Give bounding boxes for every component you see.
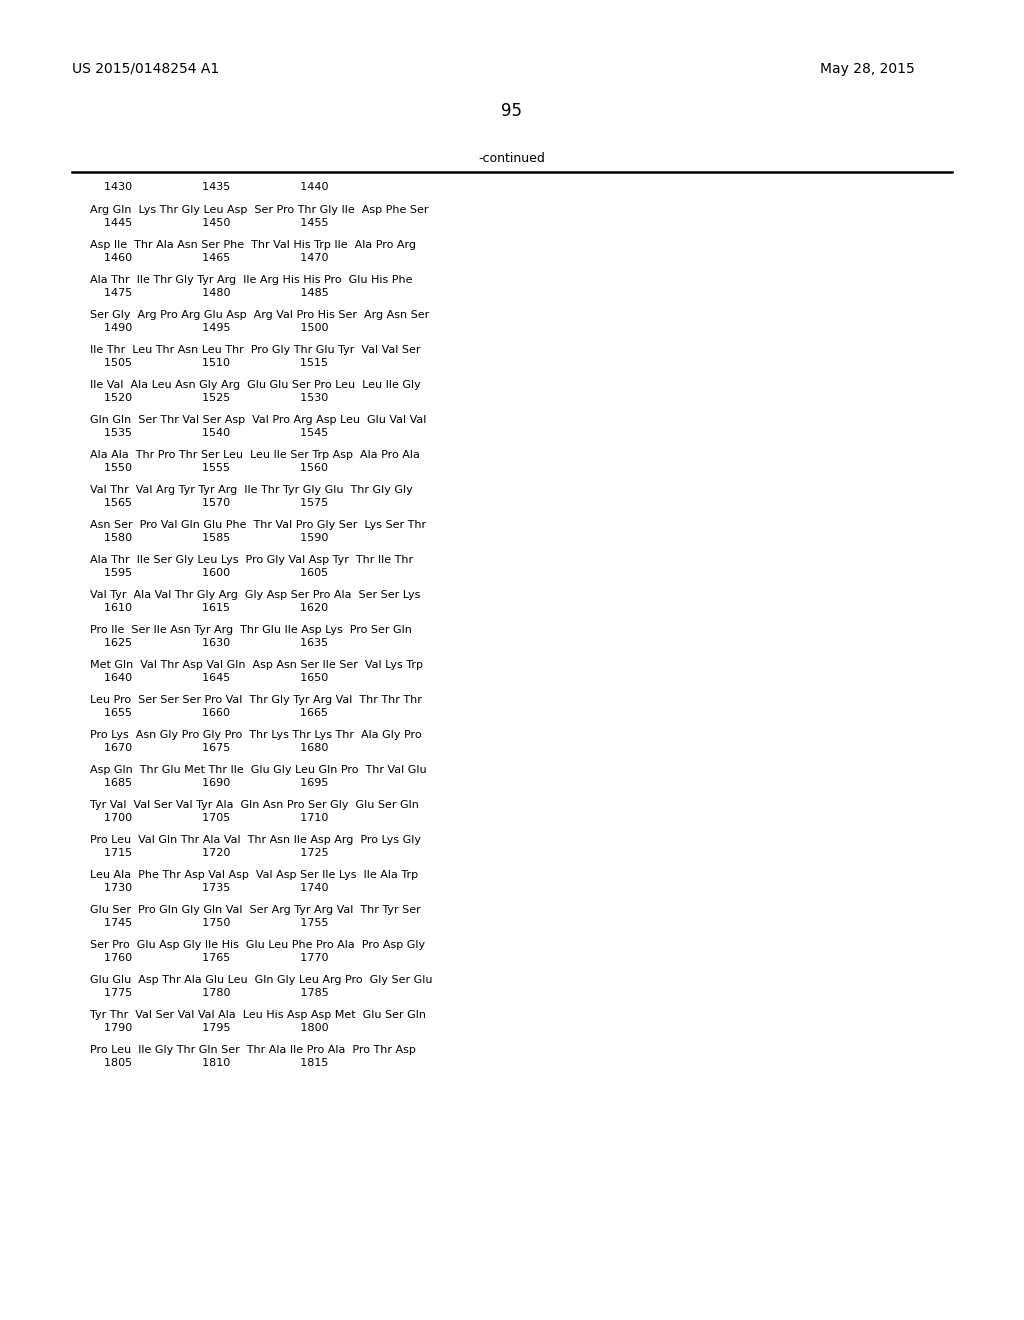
Text: Glu Ser  Pro Gln Gly Gln Val  Ser Arg Tyr Arg Val  Thr Tyr Ser: Glu Ser Pro Gln Gly Gln Val Ser Arg Tyr … [90, 906, 421, 915]
Text: Ala Thr  Ile Ser Gly Leu Lys  Pro Gly Val Asp Tyr  Thr Ile Thr: Ala Thr Ile Ser Gly Leu Lys Pro Gly Val … [90, 554, 413, 565]
Text: US 2015/0148254 A1: US 2015/0148254 A1 [72, 62, 219, 77]
Text: 1670                    1675                    1680: 1670 1675 1680 [90, 743, 329, 752]
Text: 1565                    1570                    1575: 1565 1570 1575 [90, 498, 329, 508]
Text: 1700                    1705                    1710: 1700 1705 1710 [90, 813, 329, 822]
Text: Asn Ser  Pro Val Gln Glu Phe  Thr Val Pro Gly Ser  Lys Ser Thr: Asn Ser Pro Val Gln Glu Phe Thr Val Pro … [90, 520, 426, 531]
Text: 1535                    1540                    1545: 1535 1540 1545 [90, 428, 329, 438]
Text: 1520                    1525                    1530: 1520 1525 1530 [90, 393, 329, 403]
Text: 1505                    1510                    1515: 1505 1510 1515 [90, 358, 328, 368]
Text: 1610                    1615                    1620: 1610 1615 1620 [90, 603, 328, 612]
Text: 1445                    1450                    1455: 1445 1450 1455 [90, 218, 329, 228]
Text: 1745                    1750                    1755: 1745 1750 1755 [90, 917, 329, 928]
Text: Arg Gln  Lys Thr Gly Leu Asp  Ser Pro Thr Gly Ile  Asp Phe Ser: Arg Gln Lys Thr Gly Leu Asp Ser Pro Thr … [90, 205, 428, 215]
Text: 1430                    1435                    1440: 1430 1435 1440 [90, 182, 329, 191]
Text: Ile Thr  Leu Thr Asn Leu Thr  Pro Gly Thr Glu Tyr  Val Val Ser: Ile Thr Leu Thr Asn Leu Thr Pro Gly Thr … [90, 345, 421, 355]
Text: 1730                    1735                    1740: 1730 1735 1740 [90, 883, 329, 894]
Text: -continued: -continued [478, 152, 546, 165]
Text: 1460                    1465                    1470: 1460 1465 1470 [90, 253, 329, 263]
Text: Met Gln  Val Thr Asp Val Gln  Asp Asn Ser Ile Ser  Val Lys Trp: Met Gln Val Thr Asp Val Gln Asp Asn Ser … [90, 660, 423, 671]
Text: Ser Pro  Glu Asp Gly Ile His  Glu Leu Phe Pro Ala  Pro Asp Gly: Ser Pro Glu Asp Gly Ile His Glu Leu Phe … [90, 940, 425, 950]
Text: 1790                    1795                    1800: 1790 1795 1800 [90, 1023, 329, 1034]
Text: Pro Leu  Val Gln Thr Ala Val  Thr Asn Ile Asp Arg  Pro Lys Gly: Pro Leu Val Gln Thr Ala Val Thr Asn Ile … [90, 836, 421, 845]
Text: 1640                    1645                    1650: 1640 1645 1650 [90, 673, 329, 682]
Text: 1685                    1690                    1695: 1685 1690 1695 [90, 777, 329, 788]
Text: 1760                    1765                    1770: 1760 1765 1770 [90, 953, 329, 964]
Text: 1625                    1630                    1635: 1625 1630 1635 [90, 638, 328, 648]
Text: Tyr Val  Val Ser Val Tyr Ala  Gln Asn Pro Ser Gly  Glu Ser Gln: Tyr Val Val Ser Val Tyr Ala Gln Asn Pro … [90, 800, 419, 810]
Text: Ile Val  Ala Leu Asn Gly Arg  Glu Glu Ser Pro Leu  Leu Ile Gly: Ile Val Ala Leu Asn Gly Arg Glu Glu Ser … [90, 380, 421, 389]
Text: Asp Gln  Thr Glu Met Thr Ile  Glu Gly Leu Gln Pro  Thr Val Glu: Asp Gln Thr Glu Met Thr Ile Glu Gly Leu … [90, 766, 427, 775]
Text: 1805                    1810                    1815: 1805 1810 1815 [90, 1059, 329, 1068]
Text: Leu Ala  Phe Thr Asp Val Asp  Val Asp Ser Ile Lys  Ile Ala Trp: Leu Ala Phe Thr Asp Val Asp Val Asp Ser … [90, 870, 418, 880]
Text: 1550                    1555                    1560: 1550 1555 1560 [90, 463, 328, 473]
Text: 1715                    1720                    1725: 1715 1720 1725 [90, 847, 329, 858]
Text: 1475                    1480                    1485: 1475 1480 1485 [90, 288, 329, 298]
Text: 95: 95 [502, 102, 522, 120]
Text: Gln Gln  Ser Thr Val Ser Asp  Val Pro Arg Asp Leu  Glu Val Val: Gln Gln Ser Thr Val Ser Asp Val Pro Arg … [90, 414, 426, 425]
Text: Pro Lys  Asn Gly Pro Gly Pro  Thr Lys Thr Lys Thr  Ala Gly Pro: Pro Lys Asn Gly Pro Gly Pro Thr Lys Thr … [90, 730, 422, 741]
Text: Pro Ile  Ser Ile Asn Tyr Arg  Thr Glu Ile Asp Lys  Pro Ser Gln: Pro Ile Ser Ile Asn Tyr Arg Thr Glu Ile … [90, 624, 412, 635]
Text: 1490                    1495                    1500: 1490 1495 1500 [90, 323, 329, 333]
Text: Val Tyr  Ala Val Thr Gly Arg  Gly Asp Ser Pro Ala  Ser Ser Lys: Val Tyr Ala Val Thr Gly Arg Gly Asp Ser … [90, 590, 421, 601]
Text: Val Thr  Val Arg Tyr Tyr Arg  Ile Thr Tyr Gly Glu  Thr Gly Gly: Val Thr Val Arg Tyr Tyr Arg Ile Thr Tyr … [90, 484, 413, 495]
Text: Ser Gly  Arg Pro Arg Glu Asp  Arg Val Pro His Ser  Arg Asn Ser: Ser Gly Arg Pro Arg Glu Asp Arg Val Pro … [90, 310, 429, 319]
Text: Tyr Thr  Val Ser Val Val Ala  Leu His Asp Asp Met  Glu Ser Gln: Tyr Thr Val Ser Val Val Ala Leu His Asp … [90, 1010, 426, 1020]
Text: Ala Ala  Thr Pro Thr Ser Leu  Leu Ile Ser Trp Asp  Ala Pro Ala: Ala Ala Thr Pro Thr Ser Leu Leu Ile Ser … [90, 450, 420, 459]
Text: Leu Pro  Ser Ser Ser Pro Val  Thr Gly Tyr Arg Val  Thr Thr Thr: Leu Pro Ser Ser Ser Pro Val Thr Gly Tyr … [90, 696, 422, 705]
Text: 1580                    1585                    1590: 1580 1585 1590 [90, 533, 329, 543]
Text: 1655                    1660                    1665: 1655 1660 1665 [90, 708, 328, 718]
Text: Glu Glu  Asp Thr Ala Glu Leu  Gln Gly Leu Arg Pro  Gly Ser Glu: Glu Glu Asp Thr Ala Glu Leu Gln Gly Leu … [90, 975, 432, 985]
Text: Ala Thr  Ile Thr Gly Tyr Arg  Ile Arg His His Pro  Glu His Phe: Ala Thr Ile Thr Gly Tyr Arg Ile Arg His … [90, 275, 413, 285]
Text: Asp Ile  Thr Ala Asn Ser Phe  Thr Val His Trp Ile  Ala Pro Arg: Asp Ile Thr Ala Asn Ser Phe Thr Val His … [90, 240, 416, 249]
Text: 1775                    1780                    1785: 1775 1780 1785 [90, 987, 329, 998]
Text: May 28, 2015: May 28, 2015 [820, 62, 914, 77]
Text: Pro Leu  Ile Gly Thr Gln Ser  Thr Ala Ile Pro Ala  Pro Thr Asp: Pro Leu Ile Gly Thr Gln Ser Thr Ala Ile … [90, 1045, 416, 1055]
Text: 1595                    1600                    1605: 1595 1600 1605 [90, 568, 328, 578]
